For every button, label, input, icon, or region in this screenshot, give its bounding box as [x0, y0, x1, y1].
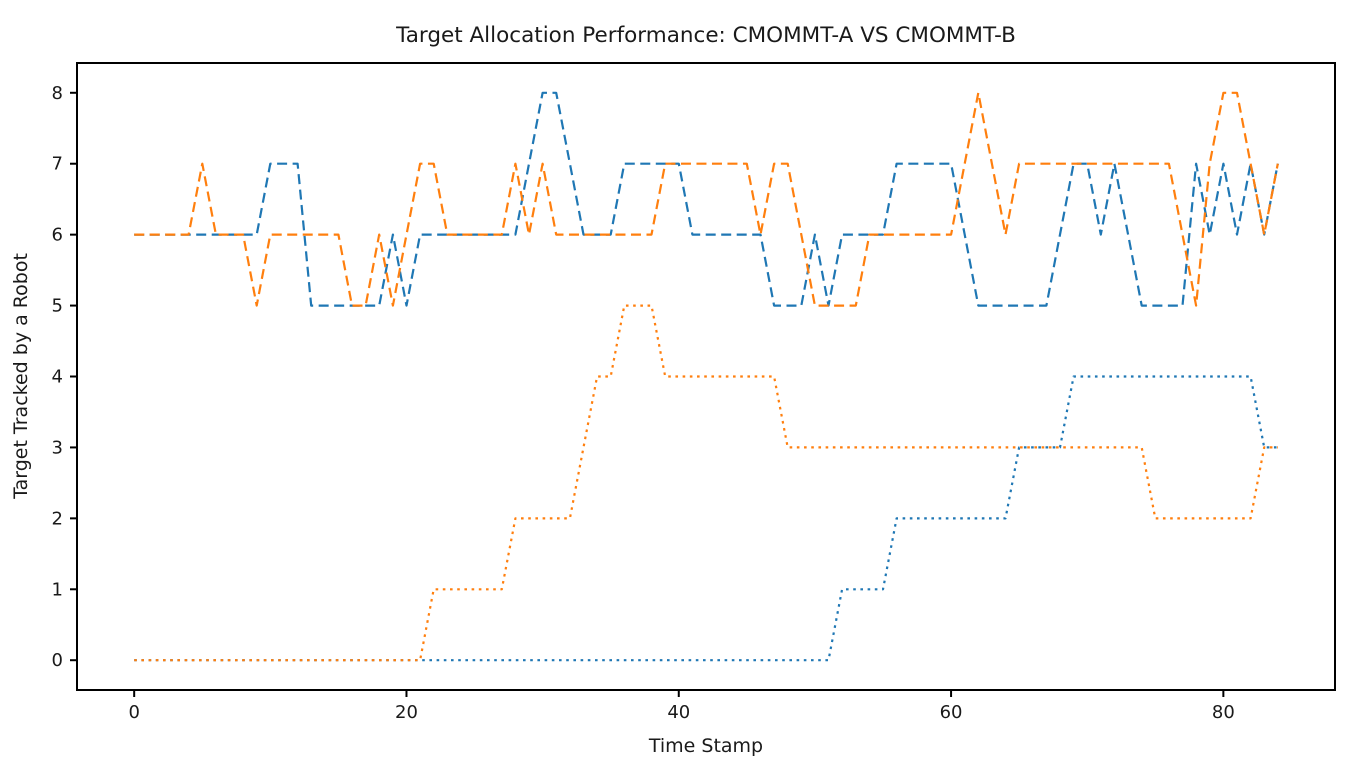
orange-dotted-low-series	[134, 304, 1278, 662]
x-axis-label: Time Stamp	[648, 735, 763, 757]
y-tick-label: 8	[52, 83, 63, 104]
y-tick-label: 7	[52, 154, 63, 175]
y-tick-label: 5	[52, 296, 63, 317]
y-tick-label: 4	[52, 367, 63, 388]
data-series	[134, 91, 1279, 662]
x-tick-label: 60	[940, 702, 963, 723]
x-tick-label: 0	[128, 702, 139, 723]
orange-dashed-high-series	[134, 91, 1279, 307]
y-axis-label: Target Tracked by a Robot	[10, 253, 32, 500]
x-tick-label: 20	[395, 702, 418, 723]
blue-dashed-high-series	[134, 91, 1279, 307]
chart-title: Target Allocation Performance: CMOMMT-A …	[395, 23, 1016, 48]
y-tick-label: 6	[52, 225, 63, 246]
x-tick-label: 80	[1212, 702, 1235, 723]
y-tick-label: 3	[52, 437, 63, 458]
x-tick-label: 40	[667, 702, 690, 723]
y-tick-label: 2	[52, 508, 63, 529]
y-tick-label: 0	[52, 650, 63, 671]
axis-ticks: 0 20 40 60 80 0 1 2 3 4 5 6 7 8	[52, 83, 1235, 723]
y-tick-label: 1	[52, 579, 63, 600]
